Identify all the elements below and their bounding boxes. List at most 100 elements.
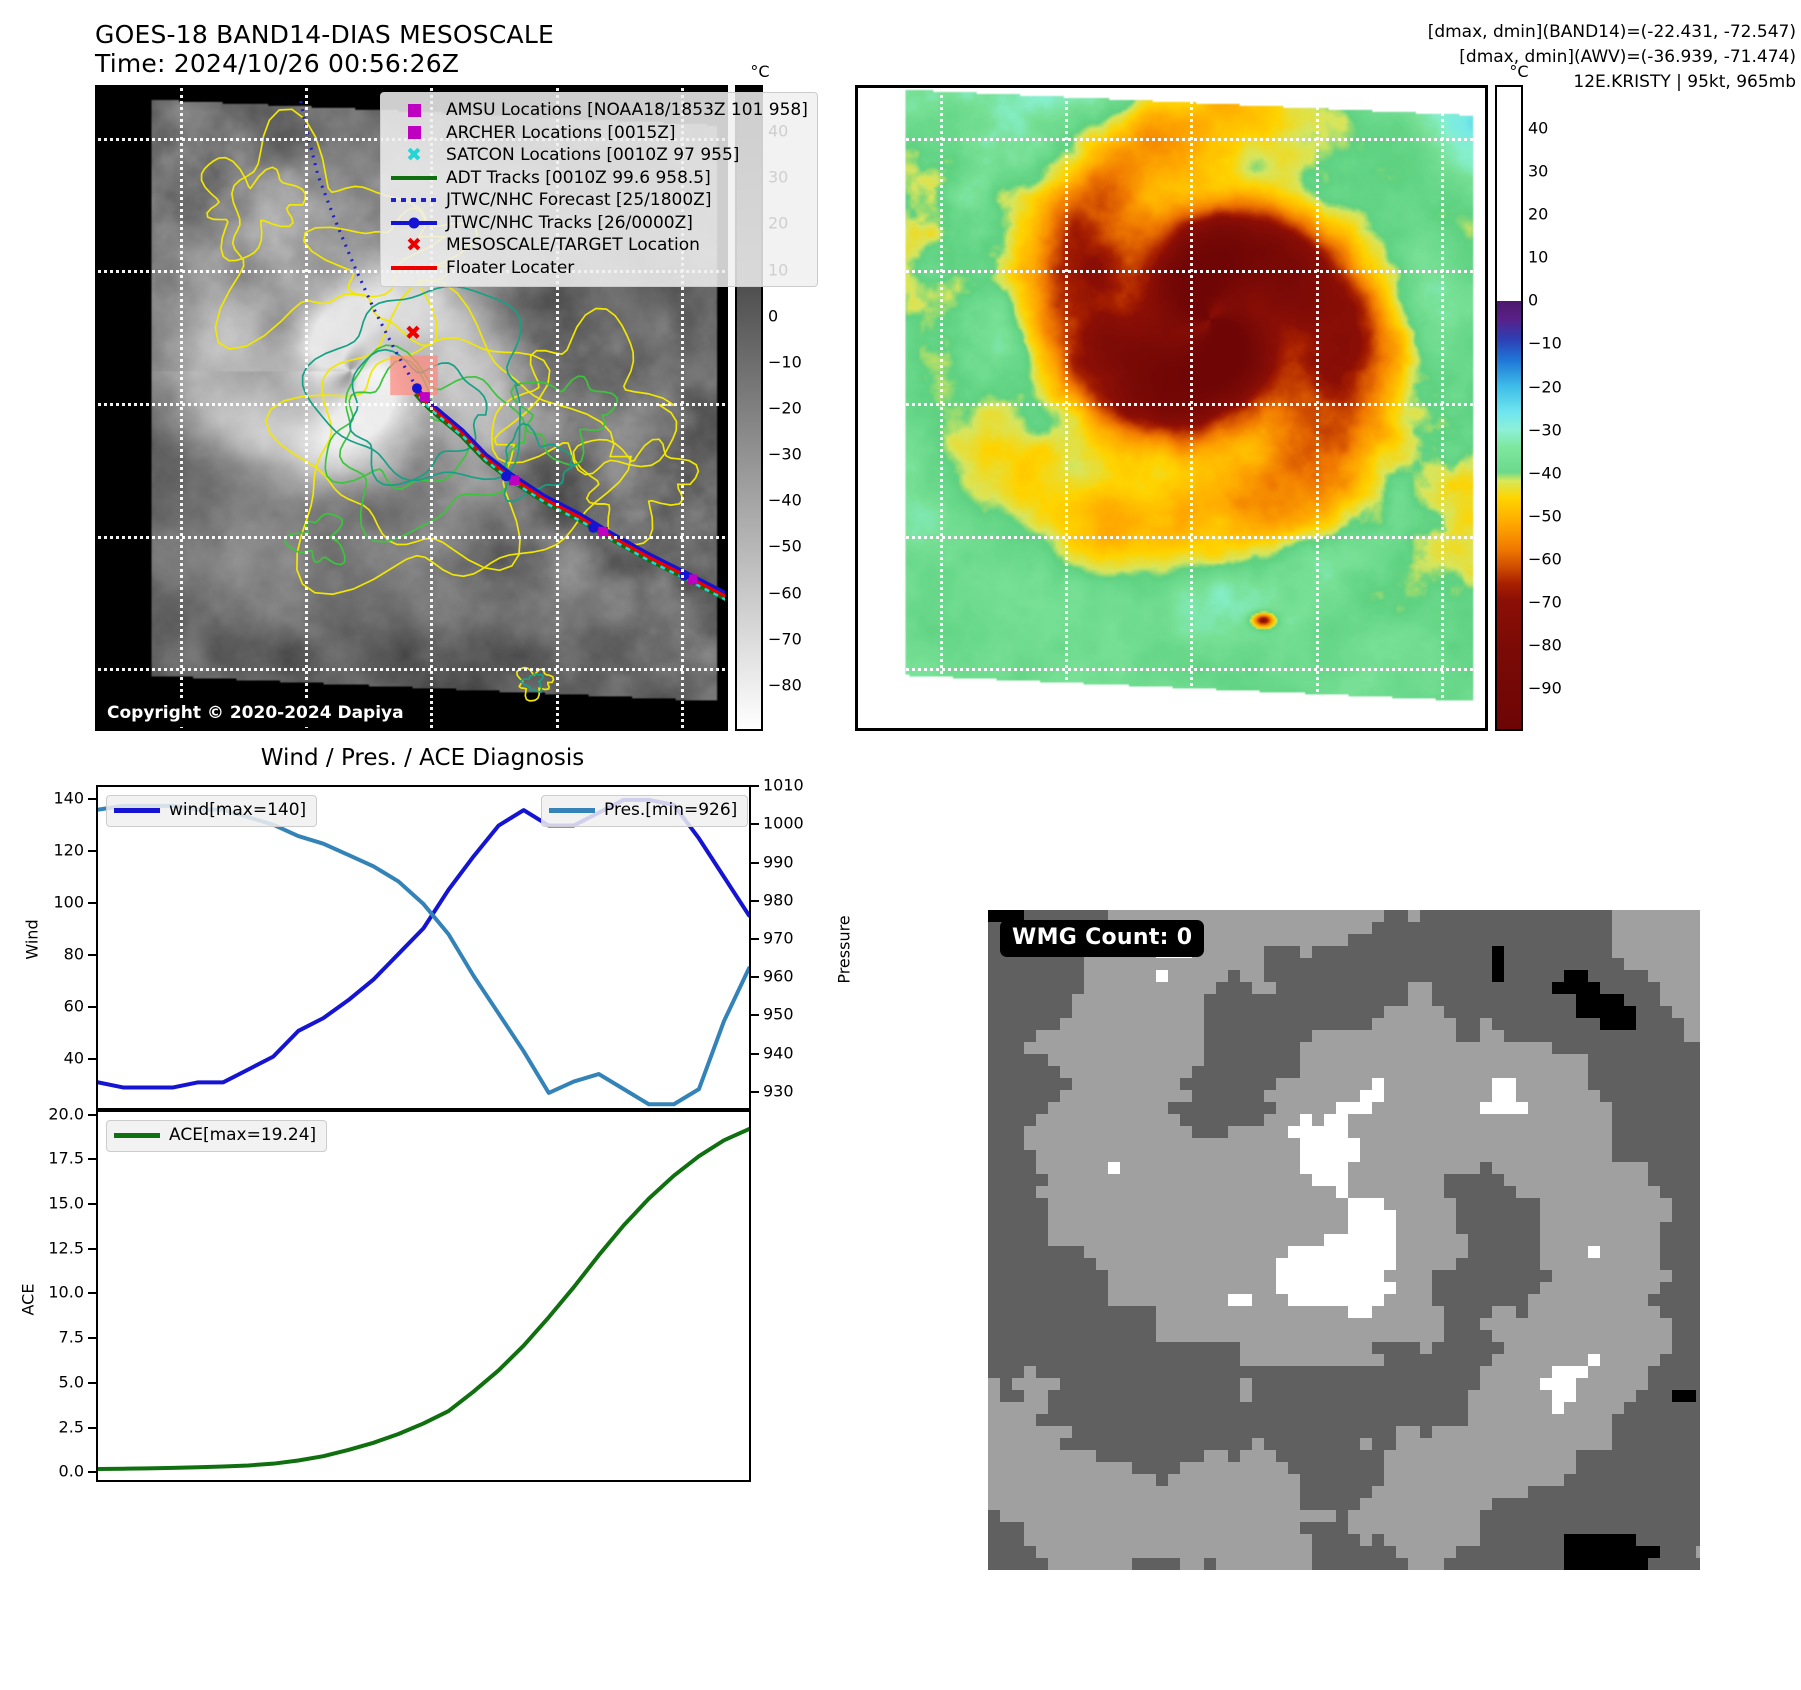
bd-latitude-gridline [858, 535, 1485, 539]
ir-legend-key [390, 175, 438, 180]
wmg-cloud-mask-image [988, 910, 1700, 1570]
contour-line [338, 344, 527, 543]
bd-colorbar-tick: −40 [1528, 463, 1562, 483]
ir-colorbar-tick: −10 [768, 352, 802, 372]
chart-y-tick-label: 100 [53, 892, 84, 912]
ir-legend-row: JTWC/NHC Forecast [25/1800Z] [390, 189, 808, 212]
chart-y2-tick-mark [751, 1052, 759, 1055]
chart-y2-tick-mark [751, 976, 759, 979]
bd-colorbar-tick: 30 [1528, 161, 1549, 181]
ir-map-legend: AMSU Locations [NOAA18/1853Z 101 958] ARC… [380, 92, 818, 287]
jtwc-track-point [501, 471, 512, 482]
chart-y-tick-label: 140 [53, 788, 84, 808]
bd-longitude-gridline [1190, 88, 1194, 728]
ir-longitude-gridline [304, 88, 308, 728]
header-stats: [dmax, dmin](BAND14)=(-22.431, -72.547) … [1096, 20, 1796, 95]
ir-longitude-gridline [430, 88, 434, 728]
bd-latitude-tick: 16°N [855, 526, 858, 545]
amsu-location-marker [687, 574, 698, 585]
ir-longitude-tick: 124°W [529, 728, 583, 731]
chart-y2-tick-label: 930 [763, 1081, 794, 1101]
line-marker-icon [391, 265, 437, 270]
contour-line [510, 375, 618, 466]
chart-y-tick-label: 15.0 [48, 1193, 84, 1213]
ir-longitude-gridline [555, 88, 559, 728]
ace-axis-label: ACE [18, 1283, 38, 1316]
bd-colorbar-ticks: 40 30 20 10 0 −10 −20 −30 −40 −50 −60 −70 −80 −90 [1528, 85, 1588, 731]
bd-colorbar-tick: −10 [1528, 333, 1562, 353]
ir-longitude-gridline [681, 88, 685, 728]
square-marker-icon [407, 126, 421, 140]
bd-latitude-tick: 14°N [855, 659, 858, 678]
chart-series-line [98, 800, 749, 1088]
bd-latitude-gridline [858, 270, 1485, 274]
ir-colorbar-tick: −40 [768, 490, 802, 510]
ir-legend-label: JTWC/NHC Forecast [25/1800Z] [446, 190, 712, 210]
bd-longitude-tick: 124°W [1289, 728, 1343, 731]
amsu-location-marker [509, 475, 519, 486]
chart-y2-tick-mark [751, 823, 759, 826]
bd-colorbar-tick: −80 [1528, 635, 1562, 655]
bd-colorbar-tick: −90 [1528, 678, 1562, 698]
chart-y-tick-label: 10.0 [48, 1282, 84, 1302]
ir-colorbar-tick: 0 [768, 306, 779, 326]
bd-longitude-tick: 126°W [1163, 728, 1217, 731]
bd-colorbar-tick: 0 [1528, 290, 1539, 310]
ace-chart[interactable] [96, 1110, 751, 1482]
chart-y-tick-mark [88, 798, 96, 800]
bd-map-image [858, 88, 1485, 728]
ir-legend-label: SATCON Locations [0010Z 97 955] [446, 145, 740, 165]
ir-latitude-gridline [98, 403, 725, 406]
chart-y-tick-mark [88, 1247, 96, 1250]
chart-y2-tick-label: 960 [763, 966, 794, 986]
pressure-legend: Pres.[min=926] [541, 795, 749, 827]
ir-colorbar-tick: −80 [768, 675, 802, 695]
ir-mesoscale-map[interactable]: ✖ 22°N 20°N 18°N 16°N 14°N 130°W 128°W 126°W 124… [95, 85, 728, 731]
chart-series-line [98, 806, 749, 1104]
chart-y-tick-label: 5.0 [58, 1372, 84, 1392]
bd-enhanced-map[interactable]: 22°N 20°N 18°N 16°N 14°N 130°W 128°W 126°W 124°W… [855, 85, 1488, 731]
chart-y-tick-label: 80 [63, 944, 84, 964]
ir-colorbar-unit: °C [750, 62, 770, 81]
wmg-panel[interactable] [988, 910, 1700, 1570]
bd-colorbar-tick: −70 [1528, 592, 1562, 612]
chart-y-tick-label: 20.0 [48, 1104, 84, 1124]
pressure-legend-label: Pres.[min=926] [604, 800, 738, 820]
mesoscale-target-marker: ✖ [405, 322, 422, 345]
ir-latitude-tick: 14°N [95, 659, 98, 678]
bd-latitude-tick: 18°N [855, 394, 858, 413]
wind-legend-label: wind[max=140] [169, 800, 307, 820]
bd-longitude-gridline [939, 88, 943, 728]
bd-latitude-gridline [858, 668, 1485, 672]
chart-y2-tick-mark [751, 899, 759, 902]
dmax-dmin-awv: [dmax, dmin](AWV)=(-36.939, -71.474) [1459, 47, 1796, 67]
chart-y2-tick-label: 1010 [763, 775, 804, 795]
bd-longitude-tick: 128°W [1038, 728, 1092, 731]
ir-colorbar-tick: −70 [768, 629, 802, 649]
ir-longitude-tick: 128°W [278, 728, 332, 731]
chart-series-line [98, 1129, 749, 1469]
track-dot-icon [408, 217, 420, 229]
ace-legend-swatch [113, 1132, 161, 1138]
jtwc-nhc-track [415, 387, 725, 595]
chart-y-tick-label: 0.0 [58, 1461, 84, 1481]
chart-y2-tick-mark [751, 861, 759, 864]
line-marker-icon [391, 175, 437, 180]
chart-y-tick-mark [88, 1158, 96, 1161]
chart-y-tick-mark [88, 1426, 96, 1429]
ir-legend-label: ARCHER Locations [0015Z] [446, 122, 676, 143]
chart-y-tick-label: 7.5 [58, 1327, 84, 1347]
contour-line [520, 673, 545, 694]
wind-pressure-chart[interactable] [96, 785, 751, 1110]
chart-y-tick-label: 60 [63, 996, 84, 1016]
ir-latitude-tick: 16°N [95, 526, 98, 545]
bd-longitude-tick: 130°W [912, 728, 966, 731]
storm-summary: 12E.KRISTY | 95kt, 965mb [1573, 72, 1796, 92]
ir-legend-label: AMSU Locations [NOAA18/1853Z 101 958] [446, 100, 808, 120]
ir-latitude-tick: 22°N [95, 128, 98, 147]
chart-y-tick-mark [88, 1471, 96, 1474]
wind-legend: wind[max=140] [106, 795, 318, 827]
chart-y-tick-label: 17.5 [48, 1148, 84, 1168]
amsu-location-marker [419, 392, 430, 403]
title-line-2: Time: 2024/10/26 00:56:26Z [95, 49, 460, 78]
